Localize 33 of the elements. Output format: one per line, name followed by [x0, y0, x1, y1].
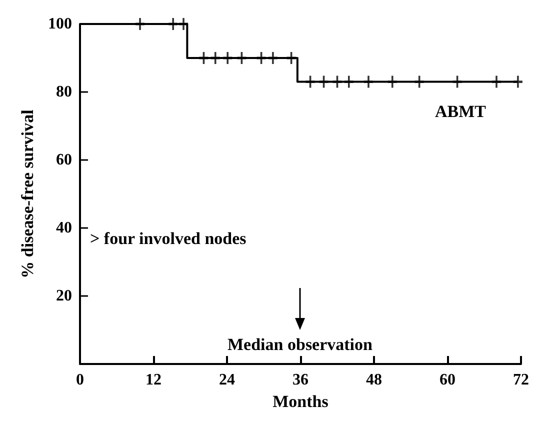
- point: [513, 76, 522, 88]
- point: [414, 76, 424, 88]
- x-tick-label: 0: [76, 372, 84, 388]
- x-tick-label: 48: [366, 372, 382, 388]
- point: [332, 76, 342, 88]
- annotation: > four involved nodes: [90, 229, 247, 248]
- point: [344, 76, 354, 88]
- point: [452, 76, 462, 88]
- annotation: Median observation: [228, 335, 374, 354]
- point: [136, 18, 145, 30]
- y-tick-label: 40: [56, 220, 72, 236]
- x-tick-label: 60: [440, 372, 456, 388]
- x-tick-label: 24: [219, 372, 235, 388]
- point: [492, 76, 501, 88]
- point: [223, 52, 232, 64]
- point: [168, 18, 178, 30]
- point: [179, 18, 188, 30]
- y-tick-label: 100: [48, 16, 72, 32]
- point: [306, 76, 315, 88]
- x-tick-label: 36: [292, 372, 308, 388]
- series-label: ABMT: [435, 102, 487, 121]
- point: [364, 76, 373, 88]
- y-axis-title: % disease-free survival: [18, 109, 37, 278]
- y-tick-label: 20: [56, 288, 72, 304]
- point: [319, 76, 328, 88]
- x-tick-label: 12: [146, 372, 162, 388]
- point: [268, 52, 278, 64]
- y-tick-label: 60: [56, 152, 72, 168]
- x-tick-label: 72: [513, 372, 529, 388]
- x-axis-title: Months: [272, 392, 329, 411]
- y-tick-label: 80: [56, 84, 72, 100]
- point: [388, 76, 397, 88]
- point: [210, 52, 220, 64]
